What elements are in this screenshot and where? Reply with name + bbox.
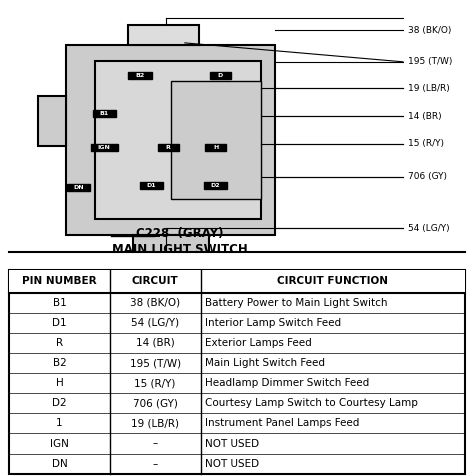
Text: 195 (T/W): 195 (T/W) — [129, 358, 181, 368]
Bar — [9, 270, 465, 293]
Bar — [91, 144, 118, 151]
Text: B2: B2 — [53, 358, 66, 368]
Bar — [210, 72, 231, 79]
Bar — [133, 235, 209, 265]
Text: D1: D1 — [52, 318, 67, 328]
Text: Courtesy Lamp Switch to Courtesy Lamp: Courtesy Lamp Switch to Courtesy Lamp — [205, 398, 418, 408]
Text: 19 (LB/R): 19 (LB/R) — [408, 84, 449, 93]
Text: D: D — [218, 73, 223, 78]
Text: R: R — [56, 338, 63, 348]
Text: H: H — [55, 378, 64, 388]
Bar — [142, 265, 199, 285]
Bar — [93, 110, 116, 117]
Text: NOT USED: NOT USED — [205, 438, 259, 448]
Bar — [66, 45, 275, 235]
Text: 38 (BK/O): 38 (BK/O) — [408, 26, 451, 35]
Text: R: R — [166, 145, 171, 150]
Text: C228  (GRAY): C228 (GRAY) — [137, 227, 224, 240]
Text: 14 (BR): 14 (BR) — [408, 111, 441, 120]
Text: Instrument Panel Lamps Feed: Instrument Panel Lamps Feed — [205, 418, 360, 428]
Text: 19 (LB/R): 19 (LB/R) — [131, 418, 179, 428]
Text: 1: 1 — [56, 418, 63, 428]
Text: B2: B2 — [135, 73, 145, 78]
Text: Headlamp Dimmer Switch Feed: Headlamp Dimmer Switch Feed — [205, 378, 370, 388]
Bar — [140, 182, 163, 189]
Bar — [95, 60, 261, 219]
Text: 706 (GY): 706 (GY) — [133, 398, 178, 408]
Text: D2: D2 — [52, 398, 67, 408]
Text: PIN NUMBER: PIN NUMBER — [22, 277, 97, 287]
Bar — [38, 96, 66, 146]
Bar — [205, 144, 226, 151]
Text: D2: D2 — [211, 183, 220, 188]
Bar — [204, 182, 227, 189]
Bar — [128, 72, 152, 79]
Text: NOT USED: NOT USED — [205, 459, 259, 469]
Text: Main Light Switch Feed: Main Light Switch Feed — [205, 358, 325, 368]
Text: 15 (R/Y): 15 (R/Y) — [408, 139, 444, 149]
Text: 706 (GY): 706 (GY) — [408, 172, 447, 181]
Text: Exterior Lamps Feed: Exterior Lamps Feed — [205, 338, 312, 348]
Text: –: – — [153, 438, 158, 448]
Text: DN: DN — [52, 459, 67, 469]
Text: B1: B1 — [53, 298, 66, 307]
Text: CIRCUIT FUNCTION: CIRCUIT FUNCTION — [277, 277, 388, 287]
Bar — [171, 81, 261, 199]
Bar — [158, 144, 179, 151]
Text: Battery Power to Main Light Switch: Battery Power to Main Light Switch — [205, 298, 388, 307]
Bar — [128, 25, 199, 45]
Text: –: – — [153, 459, 158, 469]
Text: 54 (LG/Y): 54 (LG/Y) — [131, 318, 179, 328]
Text: 195 (T/W): 195 (T/W) — [408, 57, 452, 66]
Text: B1: B1 — [100, 111, 109, 116]
Text: 54 (LG/Y): 54 (LG/Y) — [408, 224, 449, 233]
Text: 38 (BK/O): 38 (BK/O) — [130, 298, 180, 307]
Text: CIRCUIT: CIRCUIT — [132, 277, 179, 287]
Text: IGN: IGN — [50, 438, 69, 448]
Bar — [67, 184, 90, 191]
Text: 14 (BR): 14 (BR) — [136, 338, 174, 348]
Text: D1: D1 — [147, 183, 156, 188]
Text: Interior Lamp Switch Feed: Interior Lamp Switch Feed — [205, 318, 341, 328]
Text: H: H — [213, 145, 219, 150]
Text: MAIN LIGHT SWITCH: MAIN LIGHT SWITCH — [112, 243, 248, 256]
Text: IGN: IGN — [98, 145, 111, 150]
Text: 15 (R/Y): 15 (R/Y) — [135, 378, 176, 388]
Text: DN: DN — [73, 186, 83, 190]
